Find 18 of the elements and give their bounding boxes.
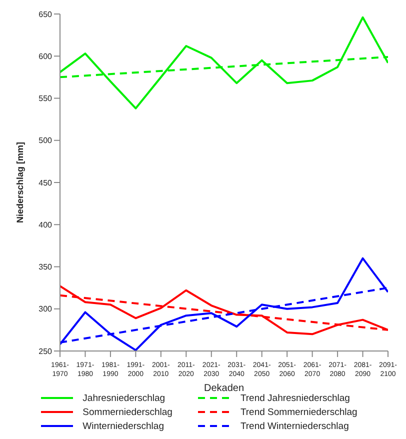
y-tick-label: 250 [38, 346, 53, 356]
line-series [60, 16, 388, 110]
legend-label: Trend Jahresniederschlag [240, 392, 350, 404]
y-tick-label: 300 [38, 304, 53, 314]
y-tick-label: 650 [38, 10, 53, 19]
y-tick-label: 500 [38, 136, 53, 146]
y-tick-label: 600 [38, 52, 53, 61]
y-tick-label: 450 [38, 178, 53, 188]
legend-label: Trend Winterniederschlag [240, 420, 349, 432]
y-axis-title: Niederschlag [mm] [15, 142, 26, 224]
y-tick-label: 400 [38, 220, 53, 230]
legend-label: Trend Sommerniederschlag [240, 406, 358, 418]
y-tick-label: 550 [38, 94, 53, 104]
legend-label: Winterniederschlag [82, 420, 164, 432]
x-axis-title: Dekaden [204, 383, 244, 394]
legend-label: Sommerniederschlag [82, 406, 172, 418]
y-tick-label: 350 [38, 262, 53, 272]
legend-label: Jahresniederschlag [82, 392, 166, 404]
